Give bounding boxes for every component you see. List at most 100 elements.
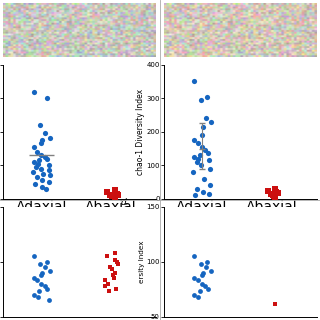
Point <box>107 289 112 294</box>
Point <box>192 79 197 84</box>
Point <box>46 298 52 303</box>
Point <box>39 153 44 158</box>
Point <box>44 186 49 191</box>
Point <box>199 281 204 286</box>
Point <box>191 169 196 174</box>
Point <box>41 171 46 176</box>
Point <box>42 154 47 159</box>
Point <box>273 301 278 306</box>
Point <box>112 195 117 200</box>
Point <box>204 94 210 99</box>
Point <box>108 193 113 198</box>
Point <box>38 261 43 267</box>
Point <box>40 270 45 275</box>
Point <box>30 169 36 174</box>
Point <box>106 281 111 286</box>
Point <box>35 278 40 283</box>
Point <box>205 287 210 292</box>
Point <box>195 141 200 146</box>
Point <box>276 190 281 195</box>
Point <box>108 265 113 270</box>
Point <box>268 191 274 196</box>
Point <box>208 183 213 188</box>
Point <box>197 153 203 158</box>
Point <box>200 132 205 138</box>
Point <box>271 194 276 199</box>
Y-axis label: ersity Index: ersity Index <box>139 240 145 283</box>
Point <box>39 281 44 286</box>
Point <box>113 257 118 262</box>
Point <box>194 159 199 164</box>
Point <box>200 272 205 277</box>
Point <box>207 158 212 163</box>
Y-axis label: chao-1 Diversity Index: chao-1 Diversity Index <box>136 89 145 175</box>
Point <box>192 154 197 159</box>
Point <box>196 294 201 300</box>
Point <box>34 164 39 170</box>
Point <box>31 159 36 164</box>
Point <box>265 189 270 194</box>
Point <box>113 190 118 195</box>
Point <box>273 193 278 198</box>
Point <box>204 259 210 264</box>
Point <box>205 151 210 156</box>
Point <box>199 163 204 168</box>
Point <box>197 289 203 294</box>
Point <box>43 131 48 136</box>
Point <box>112 250 117 255</box>
Point <box>46 180 52 185</box>
Point <box>203 284 208 289</box>
Point <box>44 259 49 264</box>
Point <box>207 166 212 171</box>
Point <box>39 141 44 146</box>
Point <box>43 265 48 270</box>
Point <box>44 156 50 161</box>
Point <box>110 272 116 277</box>
Point <box>39 272 44 277</box>
Point <box>47 173 52 178</box>
Point <box>193 193 198 198</box>
Point <box>38 123 43 128</box>
Point <box>112 270 117 275</box>
Point <box>115 192 120 197</box>
Point <box>195 186 200 191</box>
Point <box>192 292 197 297</box>
Point <box>204 116 209 121</box>
Point <box>204 265 209 270</box>
Text: d.: d. <box>121 198 130 207</box>
Point <box>31 276 36 281</box>
Point <box>44 96 49 101</box>
Point <box>198 261 204 267</box>
Point <box>34 174 39 180</box>
Point <box>198 97 204 102</box>
Point <box>44 287 50 292</box>
Point <box>35 294 40 300</box>
Point <box>35 161 40 166</box>
Point <box>199 144 204 149</box>
Point <box>274 189 279 195</box>
Point <box>200 270 205 275</box>
Point <box>276 191 281 196</box>
Point <box>201 176 206 181</box>
Point <box>31 89 36 94</box>
Point <box>200 124 205 129</box>
Point <box>115 261 120 267</box>
Point <box>47 168 52 173</box>
Point <box>273 187 278 192</box>
Point <box>192 276 197 281</box>
Point <box>48 268 53 273</box>
Point <box>110 267 115 272</box>
Point <box>39 184 44 189</box>
Point <box>113 287 118 292</box>
Point <box>272 194 277 199</box>
Point <box>105 189 110 195</box>
Point <box>48 136 53 141</box>
Point <box>38 166 43 171</box>
Point <box>105 254 110 259</box>
Point <box>102 278 107 283</box>
Point <box>40 178 45 183</box>
Point <box>40 138 45 143</box>
Point <box>196 156 201 161</box>
Point <box>115 191 120 196</box>
Point <box>208 268 213 273</box>
